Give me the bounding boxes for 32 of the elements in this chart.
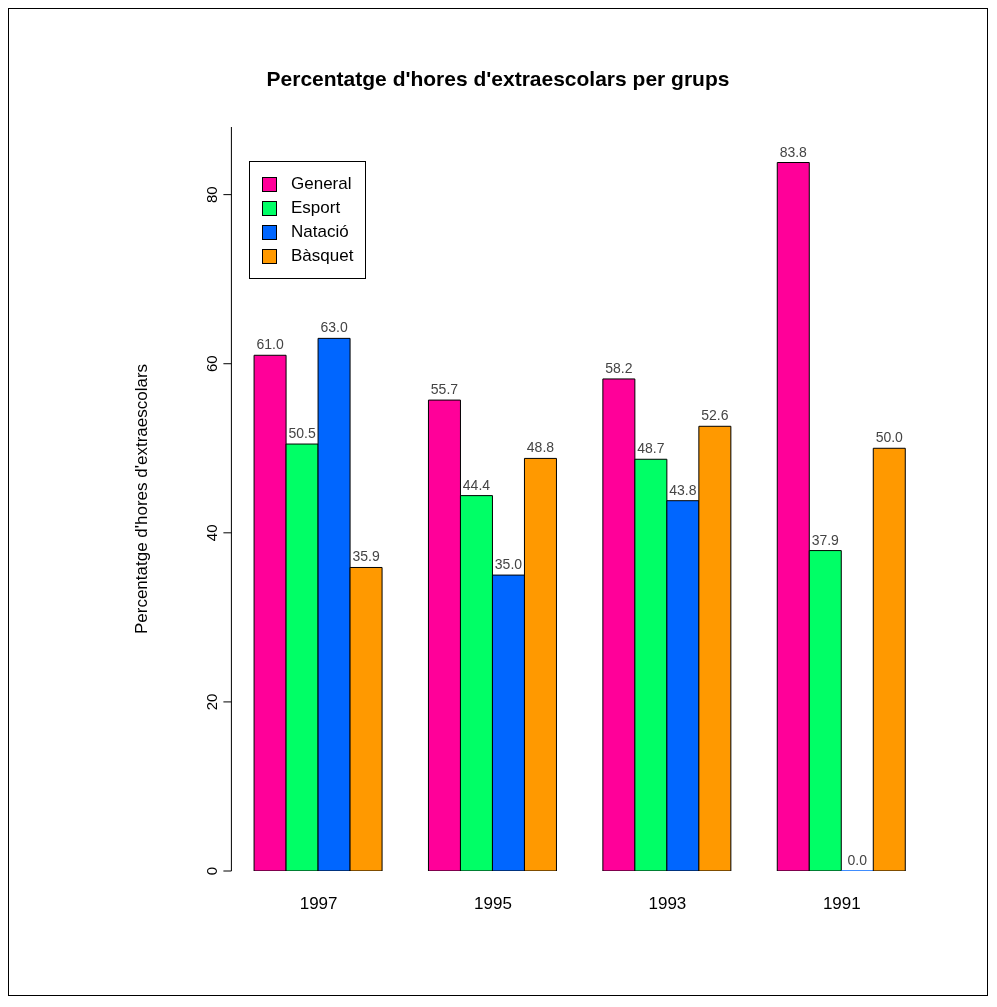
data-label: 61.0 — [256, 336, 284, 353]
legend-label: Bàsquet — [291, 246, 354, 266]
data-label: 48.7 — [637, 440, 665, 457]
y-tick-label: 60 — [203, 355, 221, 373]
data-label: 35.0 — [494, 556, 523, 573]
data-label: 52.6 — [701, 407, 729, 424]
x-tick-label: 1993 — [648, 894, 687, 914]
x-tick-label: 1997 — [299, 894, 338, 914]
legend-label: Esport — [291, 198, 341, 218]
legend-label: Natació — [291, 222, 349, 242]
data-label: 55.7 — [430, 381, 459, 398]
y-tick-label: 0 — [203, 866, 221, 876]
legend-label: General — [291, 174, 352, 194]
data-label: 83.8 — [779, 143, 808, 160]
data-label: 50.0 — [875, 429, 904, 446]
data-label: 37.9 — [811, 531, 840, 548]
y-axis-title: Percentatge d'hores d'extraescolars — [132, 363, 152, 635]
x-tick-label: 1991 — [822, 894, 861, 914]
x-tick-label: 1995 — [474, 894, 512, 914]
data-label: 0.0 — [847, 852, 868, 868]
data-label: 58.2 — [605, 359, 633, 376]
data-label: 43.8 — [669, 481, 697, 498]
chart-title: Percentatge d'hores d'extraescolars per grups — [265, 67, 731, 91]
data-label: 48.8 — [526, 439, 555, 456]
data-label: 63.0 — [320, 319, 348, 336]
y-tick-label: 20 — [203, 693, 221, 711]
data-label: 50.5 — [288, 425, 316, 442]
data-label: 35.9 — [352, 548, 380, 565]
bar — [872, 447, 906, 871]
y-tick-label: 80 — [203, 186, 221, 203]
y-tick-label: 40 — [203, 524, 221, 542]
data-label: 44.4 — [462, 476, 491, 493]
